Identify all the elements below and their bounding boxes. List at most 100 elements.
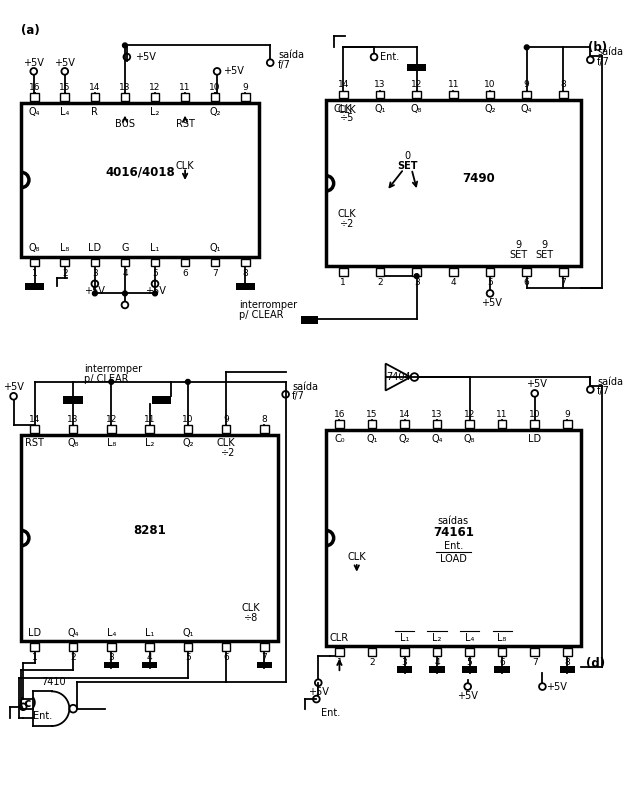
Bar (449, 90, 458, 98)
Bar (486, 90, 495, 98)
Text: Q₄: Q₄ (29, 106, 41, 117)
Bar (335, 648, 344, 656)
Text: Q₈: Q₈ (464, 434, 475, 443)
Text: ÷5: ÷5 (340, 114, 354, 123)
Bar (367, 420, 376, 428)
Bar (181, 259, 190, 267)
Text: 4: 4 (122, 268, 128, 278)
Text: interromper: interromper (84, 364, 142, 374)
Bar (91, 93, 99, 102)
Text: 12: 12 (411, 81, 423, 89)
Text: +5V: +5V (223, 66, 244, 77)
Text: 7: 7 (212, 268, 218, 278)
Bar (465, 420, 474, 428)
Text: 13: 13 (374, 81, 386, 89)
Bar (69, 643, 78, 651)
Text: 2: 2 (369, 658, 375, 667)
Text: CLK: CLK (338, 105, 356, 114)
Text: 11: 11 (179, 83, 191, 92)
Text: 11: 11 (144, 415, 155, 424)
Bar (183, 425, 192, 433)
Bar (498, 420, 506, 428)
Text: 2: 2 (62, 268, 68, 278)
Text: 6: 6 (524, 278, 530, 287)
Circle shape (109, 380, 114, 384)
Text: (b): (b) (588, 41, 608, 54)
Text: L₂: L₂ (145, 438, 154, 448)
Text: ÷2: ÷2 (340, 219, 354, 229)
Text: 14: 14 (29, 415, 41, 424)
Text: 6: 6 (223, 653, 229, 663)
Text: 1: 1 (32, 268, 38, 278)
Text: 2: 2 (70, 653, 76, 663)
Bar (560, 667, 575, 673)
Text: 1: 1 (341, 278, 346, 287)
Text: +5V: +5V (23, 58, 44, 68)
Bar (31, 259, 39, 267)
Text: L₈: L₈ (60, 243, 69, 253)
Text: ÷8: ÷8 (244, 613, 258, 623)
Text: 7410: 7410 (41, 677, 66, 687)
Bar (63, 397, 83, 404)
Bar (31, 643, 39, 651)
Text: SET: SET (535, 250, 553, 260)
Text: C₀: C₀ (334, 434, 345, 443)
Text: saída: saída (597, 47, 623, 57)
Text: 10: 10 (210, 83, 221, 92)
Bar (339, 268, 347, 276)
Circle shape (153, 291, 157, 296)
Text: 13: 13 (119, 83, 131, 92)
Text: +5V: +5V (3, 382, 24, 392)
Text: L₈: L₈ (106, 438, 116, 448)
Bar (181, 93, 190, 102)
Bar (523, 90, 531, 98)
Text: Ent.: Ent. (380, 52, 399, 62)
Bar (31, 93, 39, 102)
Text: 9: 9 (223, 415, 229, 424)
Text: Q₈: Q₈ (67, 438, 79, 448)
Text: 5: 5 (185, 653, 191, 663)
Text: Ent.: Ent. (33, 712, 52, 721)
Bar (559, 268, 568, 276)
Bar (563, 648, 572, 656)
Text: L₂: L₂ (433, 633, 442, 642)
Text: 2: 2 (377, 278, 382, 287)
Text: 7: 7 (262, 653, 267, 663)
Text: 14: 14 (337, 81, 349, 89)
Text: 4: 4 (434, 658, 440, 667)
Text: CLK: CLK (334, 104, 352, 114)
Text: 10: 10 (529, 410, 540, 419)
Text: 12: 12 (106, 415, 117, 424)
Text: Ent.: Ent. (321, 708, 341, 718)
Text: interromper: interromper (240, 300, 297, 310)
Text: L₄: L₄ (60, 106, 69, 117)
Text: CLK: CLK (217, 438, 235, 448)
Bar (61, 259, 69, 267)
Text: G: G (121, 243, 129, 253)
Bar (301, 317, 318, 324)
Text: 3: 3 (108, 653, 114, 663)
Text: 9: 9 (524, 81, 530, 89)
Bar (241, 93, 250, 102)
Text: ÷2: ÷2 (221, 448, 235, 458)
Bar (31, 425, 39, 433)
Text: CLK: CLK (338, 209, 356, 218)
Text: Ent.: Ent. (444, 541, 463, 550)
Bar (413, 90, 421, 98)
Text: Q₁: Q₁ (374, 104, 386, 114)
Bar (121, 93, 129, 102)
Circle shape (525, 45, 529, 50)
Text: 8: 8 (262, 415, 267, 424)
Bar (145, 643, 154, 651)
Bar (413, 268, 421, 276)
Text: Q₂: Q₂ (399, 434, 410, 443)
Text: BUS: BUS (115, 119, 135, 129)
Bar (563, 420, 572, 428)
Text: L₁: L₁ (145, 628, 154, 638)
Text: Q₈: Q₈ (411, 104, 423, 114)
Text: 16: 16 (334, 410, 345, 419)
Text: saída: saída (278, 50, 304, 60)
Text: 4: 4 (146, 653, 152, 663)
Text: Q₂: Q₂ (210, 106, 221, 117)
Text: 15: 15 (59, 83, 71, 92)
